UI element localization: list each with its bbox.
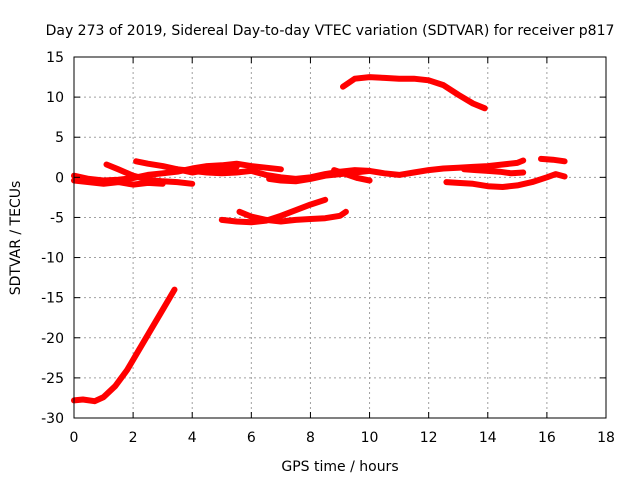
series-s4-line (103, 161, 196, 187)
series-s11-line (538, 155, 568, 165)
series-s3-line (71, 177, 166, 188)
x-tick-label: 4 (188, 430, 197, 446)
series-s14-line (340, 74, 488, 112)
y-tick-label: 15 (46, 50, 64, 66)
y-axis-label: SDTVAR / TECUs (8, 181, 24, 296)
grid (74, 57, 606, 418)
y-tick-label: -20 (41, 331, 64, 347)
x-tick-label: 18 (597, 430, 615, 446)
y-tick-label: -5 (50, 210, 64, 226)
plot-frame (73, 56, 607, 419)
axis-ticks: 0 2 4 6 8 10 12 14 16 18 -30 -25 -20 -15 -10 -5 0 5 10 15 (41, 50, 615, 446)
series-s13-line (236, 208, 349, 225)
x-tick-label: 2 (129, 430, 138, 446)
x-tick-label: 10 (361, 430, 379, 446)
y-tick-label: -15 (41, 291, 64, 307)
y-tick-label: 0 (55, 170, 64, 186)
x-tick-label: 0 (70, 430, 79, 446)
x-tick-label: 16 (538, 430, 556, 446)
series-s7-line (266, 167, 373, 185)
series-s1-line (71, 286, 178, 405)
y-tick-label: -10 (41, 251, 64, 267)
y-tick-label: 5 (55, 130, 64, 146)
x-tick-label: 14 (479, 430, 497, 446)
y-tick-label: 10 (46, 90, 64, 106)
x-tick-label: 8 (306, 430, 315, 446)
x-tick-label: 12 (420, 430, 438, 446)
y-tick-label: -30 (41, 411, 64, 427)
x-tick-label: 6 (247, 430, 256, 446)
chart-title: Day 273 of 2019, Sidereal Day-to-day VTE… (46, 23, 615, 39)
series-s8-line (331, 167, 373, 184)
y-tick-label: -25 (41, 371, 64, 387)
series-s10-line (461, 166, 527, 177)
data-series-group (71, 74, 568, 405)
x-axis-label: GPS time / hours (281, 459, 398, 475)
series-s9-line (443, 171, 568, 190)
